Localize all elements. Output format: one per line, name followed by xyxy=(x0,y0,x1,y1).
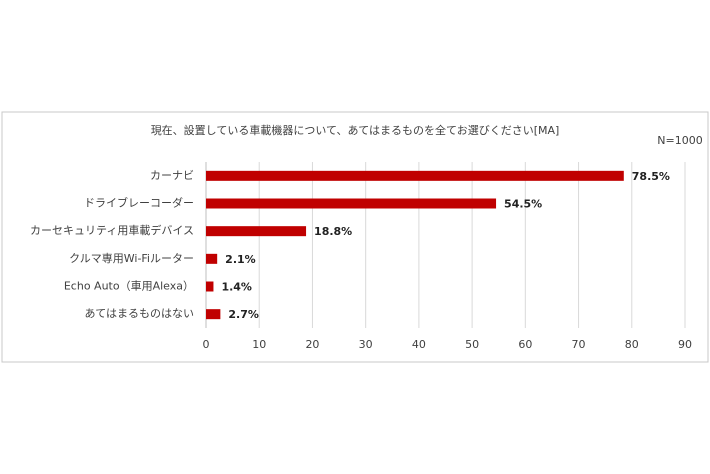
y-tick-label: ドライブレーコーダー xyxy=(84,196,194,210)
value-label: 54.5% xyxy=(504,198,542,211)
x-tick-label: 60 xyxy=(518,338,532,351)
chart-frame xyxy=(1,111,709,363)
bar xyxy=(206,170,624,181)
y-tick-label: あてはまるものはない xyxy=(84,307,194,320)
y-tick-label: カーセキュリティ用車載デバイス xyxy=(30,223,194,237)
value-label: 2.7% xyxy=(228,308,259,321)
x-tick-label: 0 xyxy=(203,338,210,351)
bar xyxy=(206,198,497,209)
y-tick-label: クルマ専用Wi-Fiルーター xyxy=(69,252,194,265)
bar xyxy=(206,309,221,320)
bar xyxy=(206,226,307,237)
x-tick-label: 50 xyxy=(465,338,479,351)
x-tick-label: 70 xyxy=(572,338,586,351)
annotation: N=1000 xyxy=(657,134,702,147)
x-tick-label: 10 xyxy=(252,338,266,351)
bar xyxy=(206,253,218,264)
x-tick-label: 20 xyxy=(305,338,319,351)
x-tick-label: 90 xyxy=(678,338,692,351)
value-label: 2.1% xyxy=(225,253,256,266)
bar xyxy=(206,281,214,292)
chart-title: 現在、設置している車載機器について、あてはまるものを全てお選びください[MA] xyxy=(151,123,560,137)
y-tick-label: Echo Auto（車用Alexa） xyxy=(64,279,194,293)
value-label: 18.8% xyxy=(314,225,352,238)
x-tick-label: 40 xyxy=(412,338,426,351)
value-label: 1.4% xyxy=(221,281,252,294)
y-tick-label: カーナビ xyxy=(150,169,194,182)
x-tick-label: 80 xyxy=(625,338,639,351)
value-label: 78.5% xyxy=(632,170,670,183)
x-tick-label: 30 xyxy=(359,338,373,351)
